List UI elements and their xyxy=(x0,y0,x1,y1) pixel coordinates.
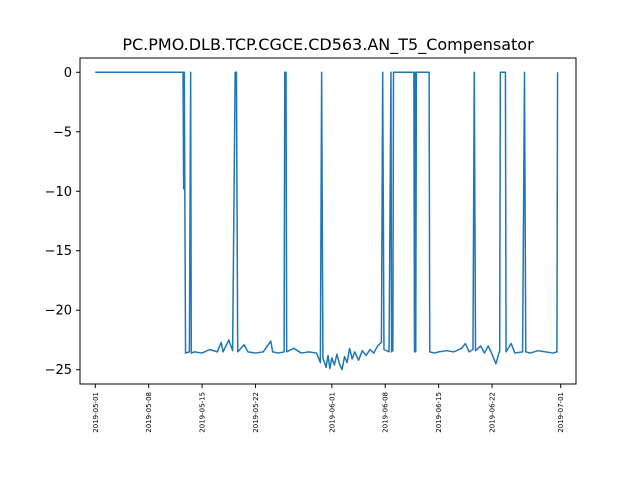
x-tick-label: 2019-06-08 xyxy=(382,392,390,433)
x-tick-label: 2019-07-01 xyxy=(557,392,565,433)
y-axis: 0 −5 −10 −15 −20 −25 xyxy=(45,66,80,378)
y-tick-label: −5 xyxy=(53,125,72,140)
x-tick-label: 2019-06-15 xyxy=(435,392,443,433)
x-axis: 2019-05-01 2019-05-08 2019-05-15 2019-05-22… xyxy=(92,384,565,433)
x-tick-label: 2019-05-15 xyxy=(199,392,207,433)
y-tick-label: −25 xyxy=(45,363,72,378)
x-tick-label: 2019-05-01 xyxy=(92,392,100,433)
plot-area-frame xyxy=(79,57,577,385)
y-tick-label: −20 xyxy=(45,304,72,319)
y-tick-label: 0 xyxy=(64,66,72,81)
y-tick-label: −10 xyxy=(45,185,72,200)
series-line xyxy=(95,71,559,371)
x-tick-label: 2019-06-01 xyxy=(328,392,336,433)
x-tick-label: 2019-05-22 xyxy=(252,392,260,433)
y-tick-label: −15 xyxy=(45,244,72,259)
chart-title: PC.PMO.DLB.TCP.CGCE.CD563.AN_T5_Compensa… xyxy=(122,35,534,55)
x-tick-label: 2019-06-22 xyxy=(489,392,497,433)
x-tick-label: 2019-05-08 xyxy=(145,392,153,433)
